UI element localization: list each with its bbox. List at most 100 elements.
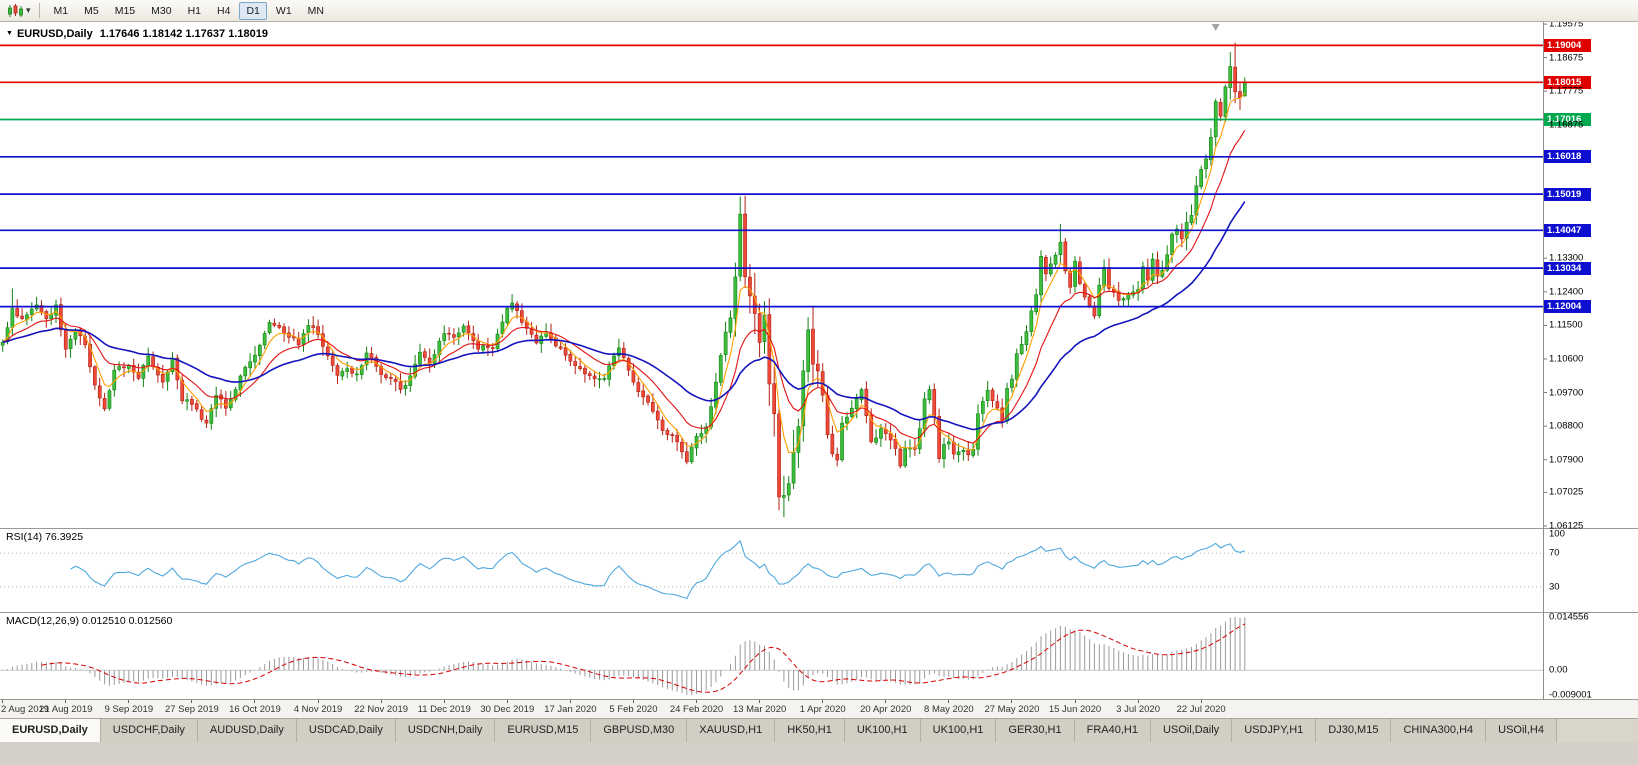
symbol-tab-HK50-H1[interactable]: HK50,H1 <box>775 719 845 742</box>
candle-body <box>1175 228 1179 235</box>
timeframe-button-D1[interactable]: D1 <box>239 2 267 20</box>
candle-body <box>621 347 626 358</box>
timeframe-button-H4[interactable]: H4 <box>210 2 237 20</box>
candle-body <box>1097 284 1102 317</box>
time-axis-tick <box>759 700 761 703</box>
candle-body <box>29 308 34 315</box>
candle-body <box>63 329 68 350</box>
time-axis-tick <box>822 700 824 703</box>
candle-body <box>393 378 398 382</box>
time-axis-label: 11 Dec 2019 <box>417 704 471 715</box>
candle-body <box>937 416 941 459</box>
moving-average-mid <box>2 130 1246 444</box>
timeframe-button-H1[interactable]: H1 <box>181 2 208 20</box>
candle-body <box>88 343 92 368</box>
triangle-down-icon[interactable]: ▼ <box>6 30 13 37</box>
symbol-tab-UK100-H1[interactable]: UK100,H1 <box>844 719 921 742</box>
candle-body <box>519 310 524 323</box>
time-axis-label: 27 Sep 2019 <box>164 704 219 715</box>
candle-body <box>714 381 718 408</box>
candle-body <box>845 416 849 424</box>
candle-body <box>257 344 262 357</box>
symbol-tab-USOil-Daily[interactable]: USOil,Daily <box>1150 719 1233 742</box>
candle-body <box>117 366 121 370</box>
candle-body <box>777 413 781 498</box>
candle-body <box>49 314 53 319</box>
candle-body <box>403 385 408 389</box>
chevron-down-icon[interactable]: ▾ <box>26 5 31 15</box>
candle-body <box>927 389 932 401</box>
candle-body <box>932 389 937 418</box>
status-strip <box>0 742 1638 765</box>
time-axis-tick <box>1137 700 1139 703</box>
candlestick-chart-icon[interactable] <box>5 2 26 20</box>
candle-body <box>961 450 966 453</box>
timeframe-button-MN[interactable]: MN <box>301 2 331 20</box>
time-axis-label: 20 Apr 2020 <box>860 704 912 715</box>
candle-body <box>209 408 214 424</box>
candle-body <box>1082 284 1087 298</box>
candle-body <box>976 413 980 450</box>
candle-body <box>185 399 189 402</box>
candle-body <box>529 328 534 335</box>
symbol-tab-GBPUSD-M30[interactable]: GBPUSD,M30 <box>591 719 688 742</box>
time-axis-tick <box>948 700 950 703</box>
candle-body <box>1087 296 1092 306</box>
candle-body <box>214 395 219 409</box>
candle-body <box>568 353 573 362</box>
candle-body <box>413 363 418 377</box>
symbol-tab-CHINA300-H4[interactable]: CHINA300,H4 <box>1391 719 1487 742</box>
candle-body <box>796 426 801 453</box>
candle-body <box>107 390 112 409</box>
time-axis-tick <box>506 700 508 703</box>
candle-body <box>340 371 345 377</box>
timeframe-button-W1[interactable]: W1 <box>269 2 299 20</box>
candle-body <box>466 325 471 334</box>
candle-body <box>374 357 379 367</box>
candle-body <box>20 315 24 319</box>
candle-body <box>481 345 485 351</box>
candle-body <box>675 434 679 443</box>
candle-body <box>1044 257 1048 275</box>
chart-canvas[interactable] <box>0 22 1638 700</box>
symbol-tab-DJ30-M15[interactable]: DJ30,M15 <box>1316 719 1392 742</box>
symbol-tab-XAUUSD-H1[interactable]: XAUUSD,H1 <box>687 719 776 742</box>
candle-body <box>830 433 835 455</box>
candle-body <box>665 430 670 435</box>
candle-body <box>612 355 616 367</box>
candle-body <box>54 304 58 316</box>
symbol-tab-UK100-H1[interactable]: UK100,H1 <box>920 719 997 742</box>
candle-body <box>1058 241 1063 255</box>
symbol-tab-USDJPY-H1[interactable]: USDJPY,H1 <box>1232 719 1317 742</box>
candle-body <box>44 311 49 319</box>
candle-body <box>573 361 578 366</box>
candle-body <box>966 450 971 456</box>
time-axis-tick <box>317 700 319 703</box>
symbol-tab-USDCNH-Daily[interactable]: USDCNH,Daily <box>395 719 496 742</box>
timeframe-button-M30[interactable]: M30 <box>144 2 178 20</box>
symbol-tab-FRA40-H1[interactable]: FRA40,H1 <box>1074 719 1151 742</box>
timeframe-button-M1[interactable]: M1 <box>47 2 76 20</box>
symbol-tab-EURUSD-Daily[interactable]: EURUSD,Daily <box>0 719 101 742</box>
candle-body <box>131 365 136 373</box>
candle-body <box>806 329 810 372</box>
timeframe-button-M15[interactable]: M15 <box>108 2 142 20</box>
candle-body <box>680 441 684 453</box>
symbol-tab-GER30-H1[interactable]: GER30,H1 <box>996 719 1075 742</box>
time-axis-tick <box>443 700 445 703</box>
time-axis-tick <box>885 700 887 703</box>
time-axis-label: 22 Nov 2019 <box>354 704 409 715</box>
candle-body <box>253 354 257 363</box>
symbol-tab-USDCHF-Daily[interactable]: USDCHF,Daily <box>100 719 198 742</box>
candle-body <box>160 373 165 383</box>
candle-body <box>854 398 859 410</box>
timeframe-button-M5[interactable]: M5 <box>77 2 106 20</box>
symbol-tab-USOil-H4[interactable]: USOil,H4 <box>1486 719 1557 742</box>
symbol-tab-EURUSD-M15[interactable]: EURUSD,M15 <box>495 719 592 742</box>
chart-background <box>0 22 1638 700</box>
symbol-tab-USDCAD-Daily[interactable]: USDCAD,Daily <box>296 719 396 742</box>
chart-ohlc-values: 1.17646 1.18142 1.17637 1.18019 <box>99 28 268 40</box>
candle-body <box>194 403 199 410</box>
symbol-tab-AUDUSD-Daily[interactable]: AUDUSD,Daily <box>197 719 297 742</box>
